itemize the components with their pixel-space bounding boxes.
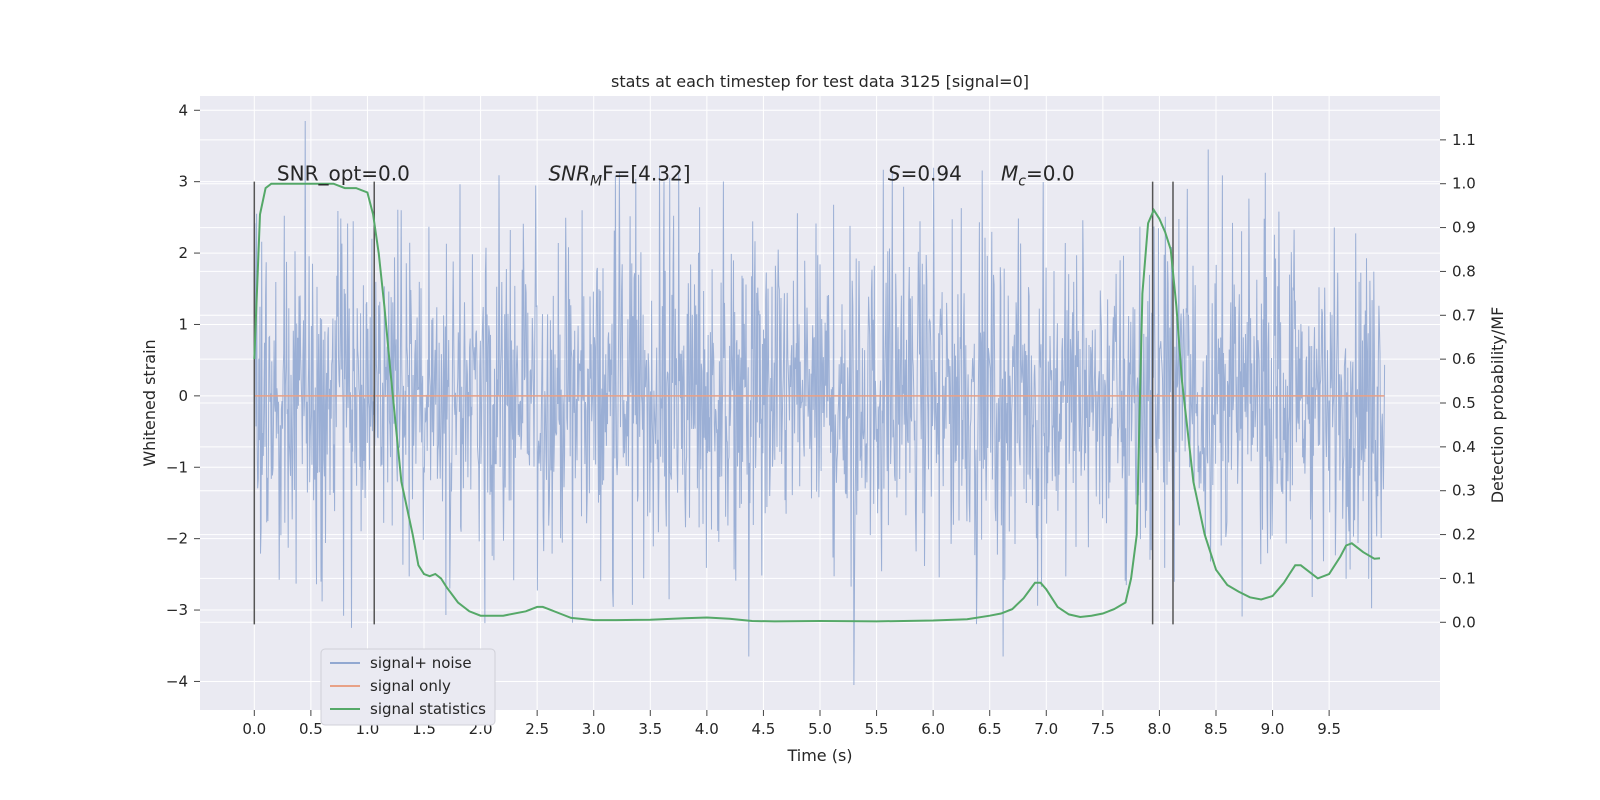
- y-tick-label: 2: [178, 244, 188, 262]
- x-tick-label: 9.5: [1317, 720, 1341, 738]
- x-tick-label: 6.5: [978, 720, 1002, 738]
- legend-box: [320, 648, 496, 726]
- y-axis-label: Whitened strain: [140, 339, 159, 466]
- annotation-italic: M: [1001, 162, 1018, 186]
- x-tick-label: 2.5: [525, 720, 549, 738]
- x-tick-label: 3.5: [638, 720, 662, 738]
- y2-tick-label: 0.6: [1452, 350, 1476, 368]
- x-tick-label: 0.5: [299, 720, 323, 738]
- y2-axis-ticks: 0.0 0.1 0.2 0.3 0.4 0.5 0.6 0.7 0.8 0.9 1.0 1.1: [1440, 131, 1476, 631]
- x-tick-label: 8.0: [1147, 720, 1171, 738]
- y-tick-label: −2: [166, 530, 188, 548]
- y2-tick-label: 0.8: [1452, 262, 1476, 280]
- annotation-part: SNR_opt=0.0: [277, 162, 410, 186]
- annotations: SNR_opt=0.0 SNRMF=[4.32] S=0.94 Mc=0.0: [277, 162, 1075, 190]
- y-tick-label: 3: [178, 173, 188, 191]
- y-tick-label: −1: [166, 458, 188, 476]
- x-axis-ticks: 0.0 0.5 1.0 1.5 2.0 2.5 3.0 3.5 4.0 4.5 5.0 5.5 6.0 6…: [242, 710, 1341, 738]
- window-markers: [253, 181, 1174, 625]
- legend-label-noise: signal+ noise: [370, 654, 472, 672]
- y-tick-label: −3: [166, 601, 188, 619]
- annotation-text: S=0.94: [888, 162, 962, 186]
- y2-tick-label: 1.1: [1452, 131, 1476, 149]
- signal-statistics-line: [253, 182, 1381, 623]
- signal-statistics-series: [253, 182, 1381, 623]
- x-tick-label: 9.0: [1261, 720, 1285, 738]
- y-tick-label: 4: [178, 101, 188, 119]
- x-tick-label: 4.0: [695, 720, 719, 738]
- annotation-subscript: c: [1018, 174, 1026, 190]
- y2-tick-label: 1.0: [1452, 175, 1476, 193]
- y2-tick-label: 0.2: [1452, 526, 1476, 544]
- y2-tick-label: 0.3: [1452, 482, 1476, 500]
- x-tick-label: 4.5: [752, 720, 776, 738]
- legend-label-stats: signal statistics: [370, 700, 486, 718]
- y-tick-label: −4: [166, 672, 188, 690]
- annotation-subscript: M: [590, 174, 602, 190]
- x-tick-label: 0.0: [242, 720, 266, 738]
- annotation-text: Mc=0.0: [1001, 162, 1075, 190]
- y2-tick-label: 0.0: [1452, 613, 1476, 631]
- x-tick-label: 6.0: [921, 720, 945, 738]
- x-tick-label: 5.5: [865, 720, 889, 738]
- y2-axis-label: Detection probability/MF: [1488, 307, 1507, 504]
- legend: signal+ noise signal only signal statist…: [320, 648, 496, 726]
- y-tick-label: 0: [178, 387, 188, 405]
- x-tick-label: 7.0: [1034, 720, 1058, 738]
- annotation-text: SNR_opt=0.0: [277, 162, 410, 186]
- annotation-italic: SNR: [548, 162, 590, 186]
- annotation-part: F=[4.32]: [602, 162, 690, 186]
- y2-tick-label: 0.1: [1452, 569, 1476, 587]
- y2-tick-label: 0.7: [1452, 306, 1476, 324]
- annotation-part: =0.0: [1026, 162, 1075, 186]
- y-axis-ticks: −4 −3 −2 −1 0 1 2 3 4: [166, 101, 200, 690]
- noise-line: [253, 120, 1386, 686]
- chart-title: stats at each timestep for test data 312…: [611, 72, 1029, 91]
- annotation-part: =0.94: [901, 162, 962, 186]
- annotation-text: SNRMF=[4.32]: [548, 162, 690, 190]
- x-axis-label: Time (s): [786, 746, 852, 765]
- y2-tick-label: 0.9: [1452, 219, 1476, 237]
- x-tick-label: 3.0: [582, 720, 606, 738]
- x-tick-label: 7.5: [1091, 720, 1115, 738]
- x-tick-label: 8.5: [1204, 720, 1228, 738]
- noise-series: [253, 120, 1386, 686]
- annotation-italic: S: [888, 162, 901, 186]
- y-tick-label: 1: [178, 315, 188, 333]
- legend-label-signal: signal only: [370, 677, 451, 695]
- x-tick-label: 5.0: [808, 720, 832, 738]
- y2-tick-label: 0.5: [1452, 394, 1476, 412]
- y2-tick-label: 0.4: [1452, 438, 1476, 456]
